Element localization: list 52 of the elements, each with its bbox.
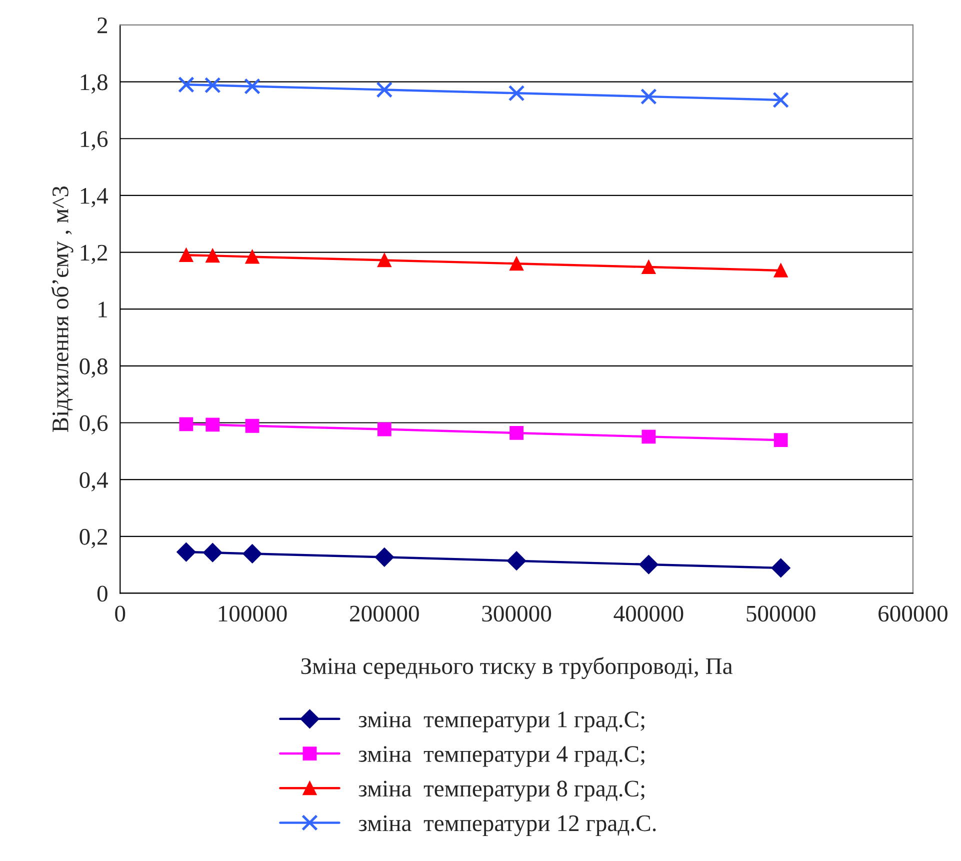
legend-label: зміна температури 1 град.С;: [358, 712, 644, 732]
y-axis-title: Відхилення об’єму , м^3: [51, 186, 74, 432]
y-tick-label: 0,6: [80, 415, 108, 435]
point: [179, 248, 194, 262]
point: [374, 548, 394, 567]
y-tick-label: 1,6: [80, 131, 108, 150]
y-tick-label: 1: [98, 302, 107, 318]
point: [771, 558, 790, 578]
legend-label: зміна температури 8 град.С;: [358, 780, 644, 802]
point: [508, 84, 525, 102]
point: [507, 551, 526, 570]
point: [245, 418, 260, 433]
y-tick-label: 1,8: [80, 74, 108, 94]
point: [377, 253, 392, 268]
point: [642, 430, 656, 444]
point: [639, 555, 658, 574]
point: [774, 264, 788, 278]
point: [640, 88, 657, 105]
x-tick-label: 600000: [878, 606, 948, 622]
point: [206, 248, 220, 263]
point: [510, 256, 524, 271]
x-tick-label: 200000: [350, 606, 419, 622]
point: [245, 250, 260, 264]
y-tick-label: 0,8: [80, 358, 108, 378]
x-tick-label: 400000: [614, 606, 684, 622]
x-tick-label: 300000: [482, 606, 552, 622]
x-tick-label: 100000: [218, 606, 287, 622]
point: [244, 78, 260, 95]
point: [510, 426, 524, 440]
point: [203, 543, 222, 562]
legend-label: зміна температури 12 град.С.: [358, 815, 656, 836]
point: [772, 92, 790, 108]
x-axis-title: Зміна середнього тиску в трубопроводі, Па: [301, 657, 733, 679]
point: [377, 422, 392, 436]
x-tick-label: 500000: [746, 606, 816, 622]
y-tick-label: 0,4: [80, 472, 108, 492]
point: [642, 260, 656, 274]
point: [774, 433, 788, 448]
point: [242, 544, 262, 564]
y-tick-label: 1,2: [80, 244, 108, 264]
point: [176, 542, 196, 562]
y-tick-label: 1,4: [80, 188, 108, 208]
y-tick-label: 2: [98, 18, 108, 34]
point: [204, 77, 221, 94]
x-tick-label: 0: [115, 606, 126, 622]
y-tick-label: 0,2: [80, 528, 108, 548]
point: [179, 417, 194, 432]
point: [206, 418, 220, 432]
legend-label: зміна температури 4 град.С;: [358, 746, 644, 767]
y-tick-label: 0: [97, 586, 108, 602]
point: [376, 82, 393, 98]
point: [178, 76, 194, 93]
